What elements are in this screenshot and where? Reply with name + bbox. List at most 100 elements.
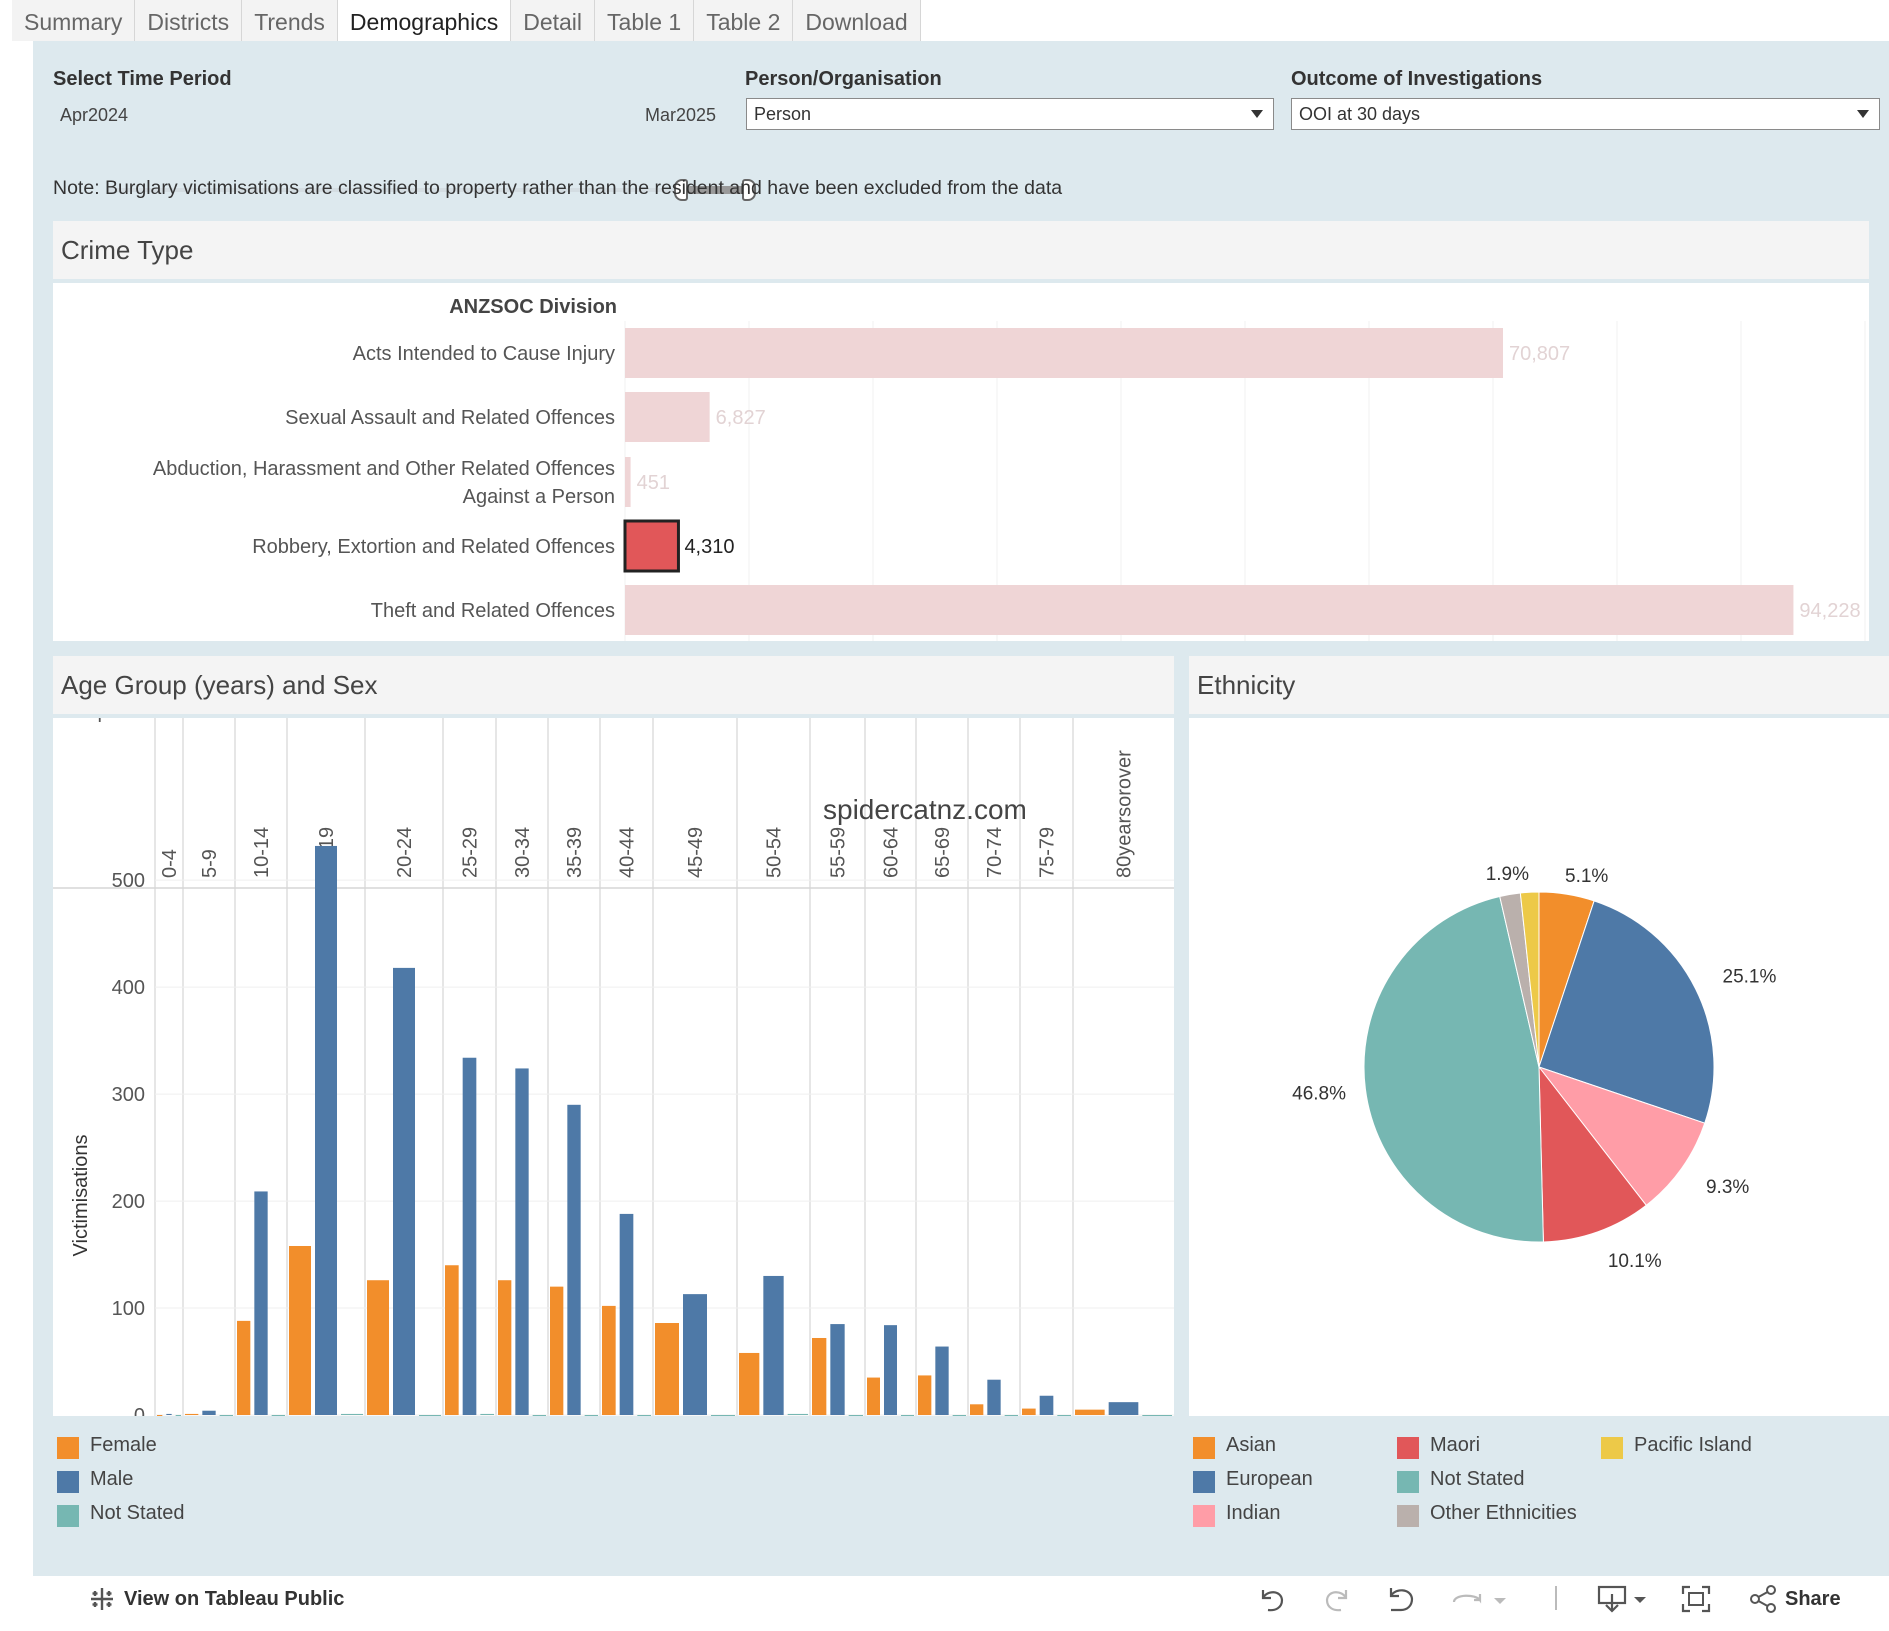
age-bar-male-70-74[interactable] [987, 1379, 1001, 1415]
fullscreen-icon[interactable] [1680, 1584, 1712, 1614]
tab-summary[interactable]: Summary [12, 0, 136, 41]
age-bar-male-20-24[interactable] [393, 967, 415, 1415]
age-bar-female-75-79[interactable] [1022, 1408, 1036, 1415]
age-bar-male-50-54[interactable] [763, 1275, 784, 1415]
crime-bar-abduction-harassment-and-other-related-offences-against-a-person[interactable] [625, 457, 631, 507]
age-bar-male-15-19[interactable] [315, 845, 337, 1415]
age-bar-female-0-4[interactable] [157, 1415, 163, 1416]
view-on-tableau-link[interactable]: View on Tableau Public [88, 1585, 344, 1613]
age-bar-male-55-59[interactable] [830, 1324, 845, 1415]
tab-download[interactable]: Download [793, 0, 921, 41]
age-bar-not-stated-70-74[interactable] [1004, 1415, 1018, 1416]
age-bar-not-stated-30-34[interactable] [532, 1415, 546, 1416]
age-bar-female-40-44[interactable] [602, 1305, 616, 1415]
age-bar-not-stated-10-14[interactable] [271, 1415, 285, 1416]
age-group-header[interactable]: 5-9 [199, 849, 221, 878]
crime-category-label[interactable]: Acts Intended to Cause Injury [353, 343, 615, 365]
age-bar-female-65-69[interactable] [918, 1375, 932, 1415]
crime-category-label[interactable]: Robbery, Extortion and Related Offences [252, 536, 615, 558]
share-button[interactable]: Share [1749, 1585, 1841, 1613]
age-bar-female-20-24[interactable] [367, 1280, 389, 1415]
age-bar-male-80yearsorover[interactable] [1108, 1402, 1139, 1415]
person-org-dropdown[interactable]: Person [746, 98, 1274, 130]
tab-detail[interactable]: Detail [511, 0, 596, 41]
age-bar-male-65-69[interactable] [935, 1346, 949, 1415]
tab-demographics[interactable]: Demographics [337, 0, 512, 41]
time-slider-end-handle[interactable] [742, 179, 756, 201]
age-group-header[interactable]: 0-4 [159, 849, 181, 878]
age-bar-male-25-29[interactable] [462, 1057, 477, 1415]
age-bar-not-stated-45-49[interactable] [711, 1415, 735, 1416]
age-bar-female-45-49[interactable] [655, 1323, 679, 1415]
undo-icon[interactable] [1255, 1584, 1289, 1614]
age-bar-not-stated-65-69[interactable] [952, 1415, 966, 1416]
age-bar-female-70-74[interactable] [970, 1404, 984, 1415]
age-bar-female-35-39[interactable] [550, 1286, 564, 1415]
age-sex-chart[interactable]: 0 100 200 300 400 500 Victimisations 0-4 5-9 10-1… [53, 718, 1174, 1416]
crime-bar-robbery-extortion-and-related-offences[interactable] [623, 519, 680, 573]
pie-slice-indian[interactable] [1537, 1065, 1706, 1206]
age-bar-male-75-79[interactable] [1039, 1395, 1054, 1415]
crime-category-label[interactable]: Theft and Related Offences [371, 600, 615, 622]
age-bar-male-30-34[interactable] [515, 1068, 529, 1415]
time-slider-range[interactable] [687, 186, 747, 194]
age-bar-not-stated-40-44[interactable] [637, 1415, 651, 1416]
age-bar-male-35-39[interactable] [567, 1104, 581, 1415]
tab-districts[interactable]: Districts [135, 0, 243, 41]
age-bar-female-15-19[interactable] [289, 1245, 311, 1415]
age-group-header[interactable]: 10-14 [251, 827, 273, 878]
age-bar-female-10-14[interactable] [237, 1320, 251, 1415]
age-bar-female-5-9[interactable] [185, 1413, 199, 1415]
age-bar-not-stated-0-4[interactable] [175, 1415, 181, 1416]
age-group-header[interactable]: NotSpecified [53, 718, 166, 723]
pie-slice-european[interactable] [1538, 900, 1715, 1124]
age-bar-not-stated-25-29[interactable] [480, 1413, 494, 1415]
crime-bar-acts-intended-to-cause-injury[interactable] [625, 328, 1504, 378]
age-bar-not-stated-75-79[interactable] [1057, 1415, 1071, 1416]
tab-table-1[interactable]: Table 1 [595, 0, 695, 41]
age-bar-female-30-34[interactable] [498, 1280, 512, 1415]
age-bar-not-stated-50-54[interactable] [787, 1413, 808, 1415]
age-group-header[interactable]: 50-54 [764, 827, 786, 878]
age-group-header[interactable]: 30-34 [512, 827, 534, 878]
redo-icon[interactable] [1320, 1584, 1354, 1614]
age-group-header[interactable]: 55-59 [828, 827, 850, 878]
ethnicity-pie-chart[interactable]: 5.1% 25.1% 9.3% 10.1% 46.8% 1.9% [1189, 718, 1889, 1416]
age-bar-not-stated-80yearsorover[interactable] [1142, 1415, 1172, 1416]
pie-slice-not-stated[interactable] [1363, 895, 1544, 1243]
age-bar-male-40-44[interactable] [619, 1213, 634, 1415]
age-group-header[interactable]: 65-69 [932, 827, 954, 878]
age-bar-not-stated-35-39[interactable] [584, 1415, 598, 1416]
age-group-header[interactable]: 80yearsorover [1114, 750, 1136, 878]
time-slider-start-handle[interactable] [674, 179, 688, 201]
age-bar-male-10-14[interactable] [254, 1191, 268, 1415]
age-bar-not-stated-20-24[interactable] [419, 1415, 441, 1416]
age-bar-not-stated-55-59[interactable] [848, 1415, 863, 1416]
age-bar-female-25-29[interactable] [445, 1265, 459, 1415]
age-bar-female-55-59[interactable] [812, 1337, 827, 1415]
tab-trends[interactable]: Trends [242, 0, 338, 41]
download-icon[interactable] [1596, 1584, 1652, 1614]
crime-bar-sexual-assault-and-related-offences[interactable] [625, 392, 710, 442]
crime-category-label[interactable]: Sexual Assault and Related Offences [285, 407, 615, 429]
age-bar-male-45-49[interactable] [683, 1294, 707, 1415]
time-slider-track[interactable] [107, 188, 757, 192]
pie-slice-pacific-island[interactable] [1519, 891, 1540, 1068]
age-bar-female-60-64[interactable] [867, 1377, 880, 1415]
crime-category-label[interactable]: Against a Person [463, 486, 615, 508]
tab-table-2[interactable]: Table 2 [694, 0, 794, 41]
crime-category-label[interactable]: Abduction, Harassment and Other Related … [153, 458, 615, 480]
age-group-header[interactable]: 25-29 [460, 827, 482, 878]
crime-type-chart[interactable]: ANZSOC Division Acts Intended to Cause In… [53, 283, 1869, 641]
age-group-header[interactable]: 20-24 [394, 827, 416, 878]
revert-icon[interactable] [1385, 1584, 1419, 1614]
age-group-header[interactable]: 40-44 [617, 827, 639, 878]
refresh-icon[interactable] [1450, 1584, 1506, 1614]
age-bar-not-stated-15-19[interactable] [341, 1413, 363, 1415]
age-bar-male-0-4[interactable] [166, 1413, 172, 1415]
age-group-header[interactable]: 75-79 [1037, 827, 1059, 878]
age-group-header[interactable]: 70-74 [984, 827, 1006, 878]
age-bar-female-50-54[interactable] [739, 1352, 760, 1415]
age-bar-not-stated-60-64[interactable] [901, 1415, 914, 1416]
pie-slice-maori[interactable] [1538, 1065, 1647, 1243]
